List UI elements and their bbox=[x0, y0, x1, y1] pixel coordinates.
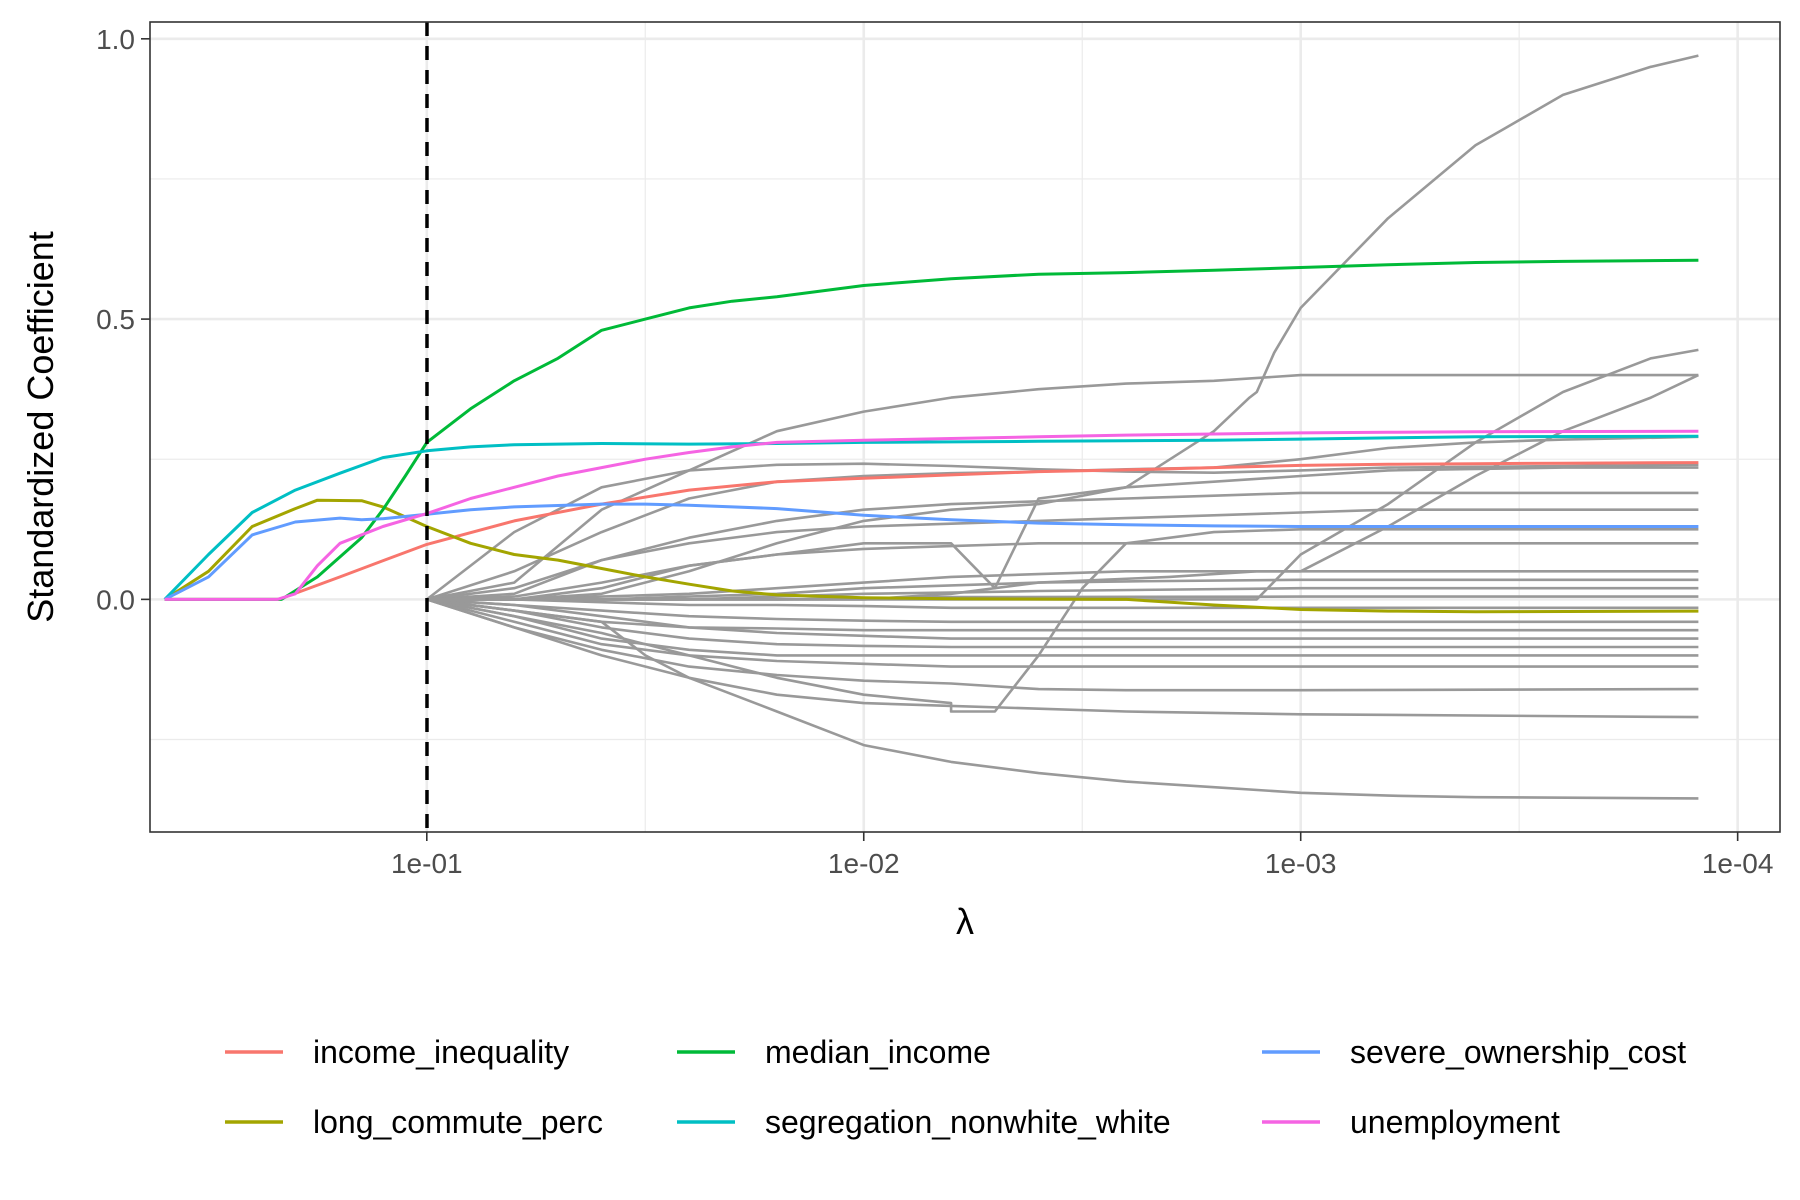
legend-item-unemployment: unemployment bbox=[1262, 1104, 1560, 1140]
series-line-long_commute_perc bbox=[163, 498, 1699, 614]
background-series-line bbox=[426, 598, 1699, 668]
legend-label: unemployment bbox=[1350, 1104, 1560, 1140]
y-tick-label: 0.0 bbox=[96, 584, 135, 615]
background-series-line bbox=[426, 569, 1699, 601]
x-tick-label: 1e-02 bbox=[828, 848, 900, 879]
x-tick-label: 1e-04 bbox=[1702, 848, 1774, 879]
background-series-line bbox=[426, 598, 1699, 800]
legend-item-severe_ownership_cost: severe_ownership_cost bbox=[1262, 1034, 1686, 1070]
x-axis-ticks: 1e-01 1e-02 1e-03 1e-04 bbox=[391, 832, 1773, 879]
series-line-income_inequality bbox=[164, 461, 1699, 601]
legend-label: median_income bbox=[765, 1034, 991, 1070]
background-series-line bbox=[426, 598, 1699, 649]
highlighted-series-lines bbox=[163, 258, 1699, 614]
y-tick-label: 0.5 bbox=[96, 304, 135, 335]
legend-label: severe_ownership_cost bbox=[1350, 1034, 1686, 1070]
x-tick-label: 1e-03 bbox=[1265, 848, 1337, 879]
background-series-line bbox=[426, 462, 1699, 601]
background-series-line bbox=[426, 598, 1699, 692]
series-line-median_income bbox=[164, 258, 1699, 601]
background-series-line bbox=[426, 598, 1699, 719]
background-series-line bbox=[426, 466, 1699, 601]
plot-background bbox=[150, 22, 1780, 832]
background-series-line bbox=[426, 527, 1699, 713]
y-tick-label: 1.0 bbox=[96, 24, 135, 55]
background-series-line bbox=[426, 54, 1699, 601]
legend-item-income_inequality: income_inequality bbox=[225, 1034, 569, 1070]
x-axis-title: λ bbox=[956, 901, 974, 942]
series-line-unemployment bbox=[164, 429, 1699, 601]
background-series-line bbox=[426, 598, 1699, 610]
x-tick-label: 1e-01 bbox=[391, 848, 463, 879]
background-series-line bbox=[426, 541, 1699, 601]
background-series-line bbox=[426, 598, 1699, 657]
legend-label: segregation_nonwhite_white bbox=[765, 1104, 1171, 1140]
legend-item-segregation_nonwhite_white: segregation_nonwhite_white bbox=[677, 1104, 1171, 1140]
series-line-severe_ownership_cost bbox=[164, 502, 1699, 601]
y-axis-ticks: 0.0 0.5 1.0 bbox=[96, 24, 150, 615]
y-axis-title: Standardized Coefficient bbox=[20, 231, 61, 623]
background-series-line bbox=[426, 598, 1699, 624]
background-series-line bbox=[426, 598, 1699, 640]
legend-item-median_income: median_income bbox=[677, 1034, 991, 1070]
legend-item-long_commute_perc: long_commute_perc bbox=[225, 1104, 603, 1140]
plot-panel-border bbox=[149, 21, 1781, 833]
legend: income_inequality long_commute_perc median… bbox=[225, 1034, 1686, 1140]
legend-label: income_inequality bbox=[313, 1034, 569, 1070]
series-line-segregation_nonwhite_white bbox=[163, 434, 1699, 601]
legend-label: long_commute_perc bbox=[313, 1104, 603, 1140]
